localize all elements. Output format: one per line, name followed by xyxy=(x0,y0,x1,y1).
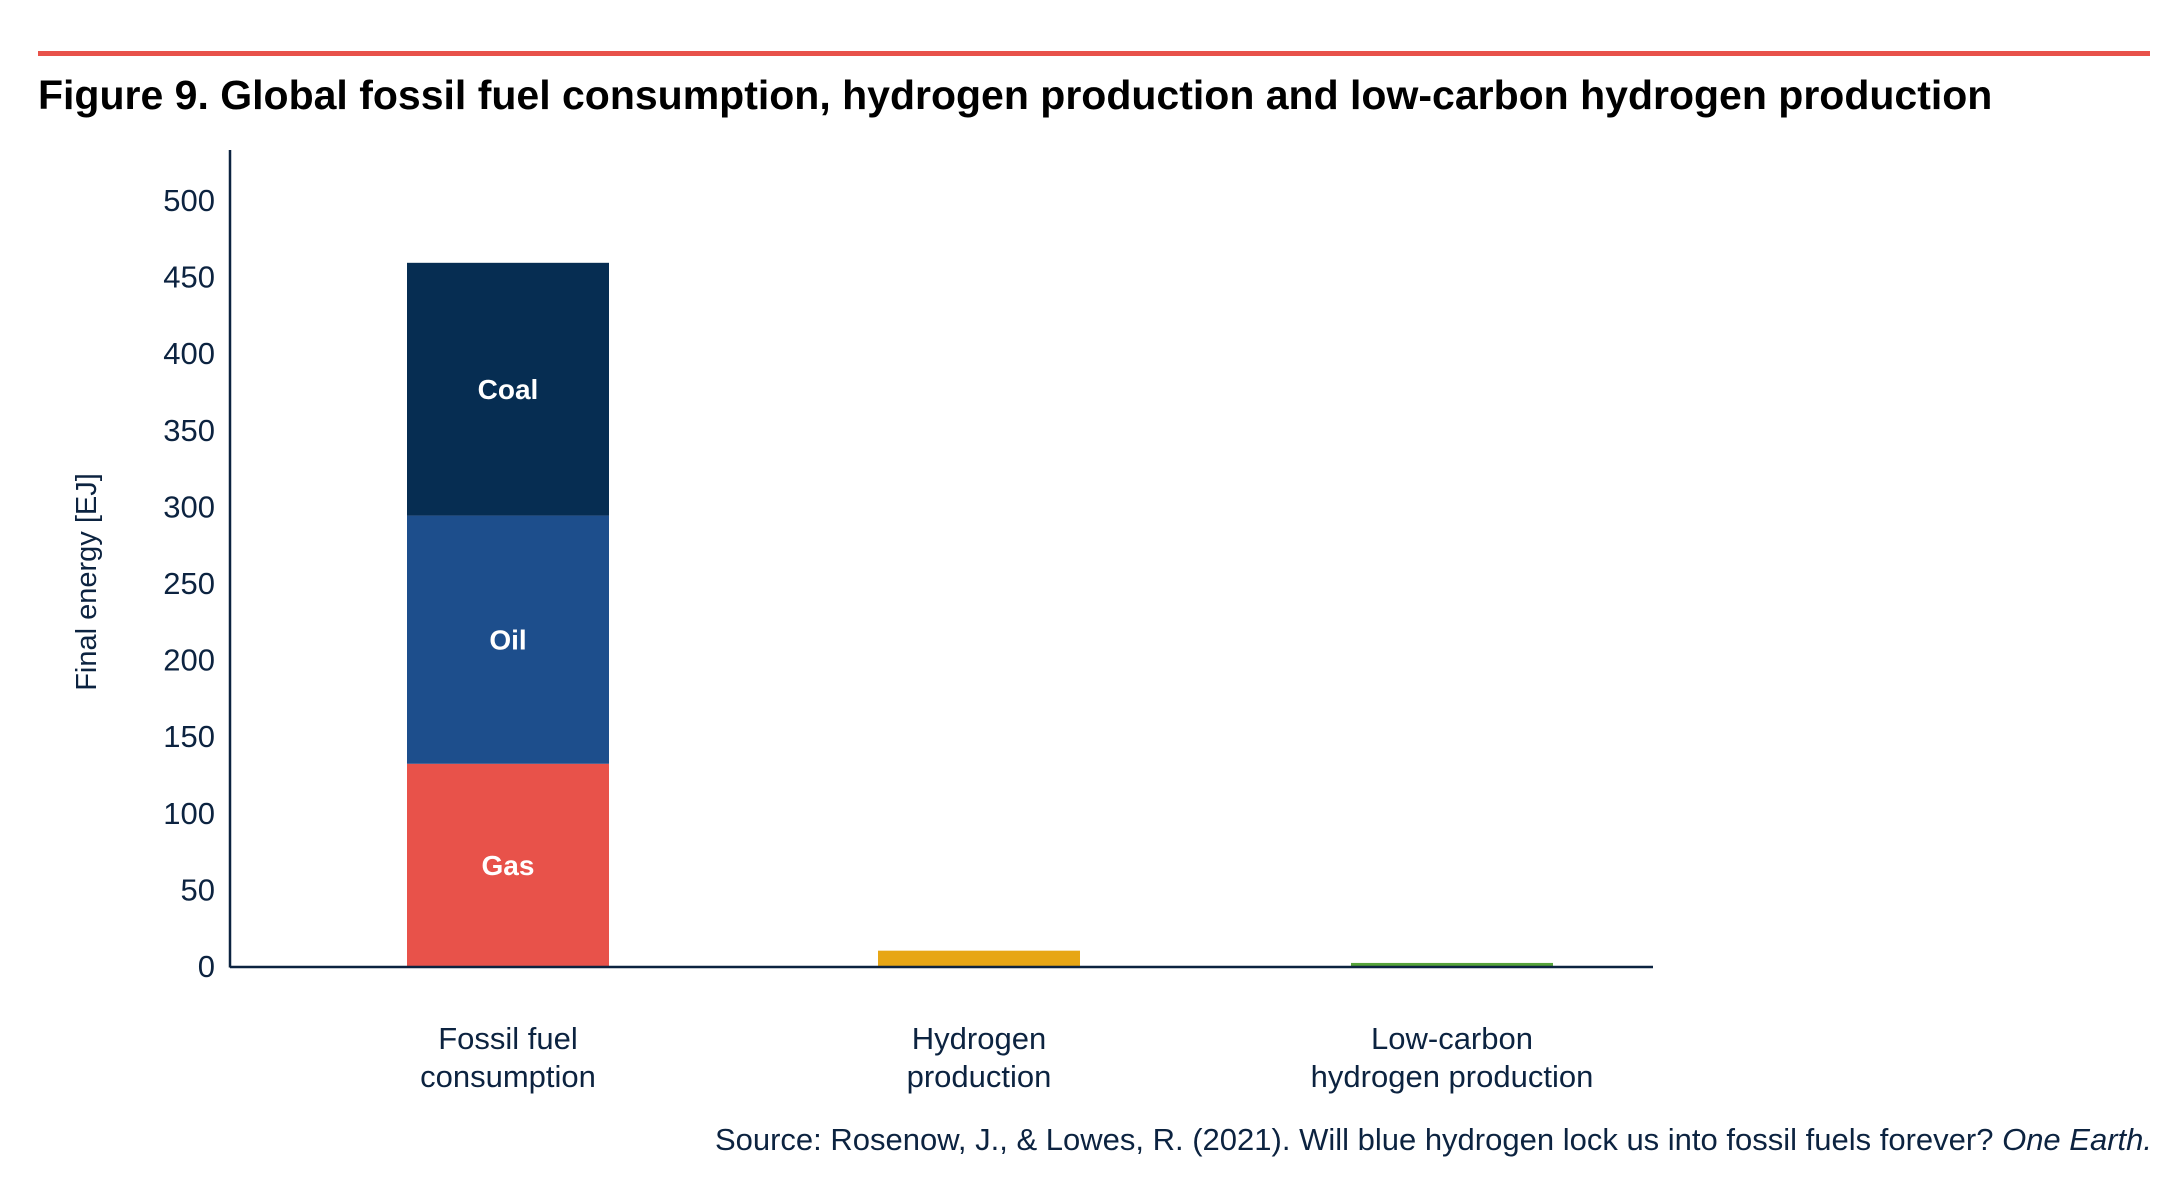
source-citation: Source: Rosenow, J., & Lowes, R. (2021).… xyxy=(715,1122,2152,1158)
bar-segment-gas xyxy=(407,763,609,966)
y-tick-label: 150 xyxy=(163,719,215,754)
bar-segment-hydrogen xyxy=(878,950,1080,966)
y-tick-label: 200 xyxy=(163,643,215,678)
y-axis-label: Final energy [EJ] xyxy=(71,473,103,691)
source-text: Source: Rosenow, J., & Lowes, R. (2021).… xyxy=(714,1122,1994,1157)
source-journal: One Earth. xyxy=(2002,1122,2152,1157)
y-tick-label: 250 xyxy=(163,566,215,601)
x-category-label: Fossil fuel consumption xyxy=(420,1021,596,1094)
bar-segment-oil xyxy=(407,515,609,764)
y-tick-label: 400 xyxy=(163,336,215,371)
bar-segment-coal xyxy=(407,262,609,516)
x-category-label: Low-carbon hydrogen production xyxy=(1311,1021,1594,1094)
y-tick-label: 350 xyxy=(163,413,215,448)
y-tick-label: 450 xyxy=(163,260,215,295)
y-tick-label: 0 xyxy=(198,949,215,984)
figure-title: Figure 9. Global fossil fuel consumption… xyxy=(38,72,1993,118)
y-tick-label: 300 xyxy=(163,489,215,524)
y-tick-label: 50 xyxy=(181,872,215,907)
y-tick-label: 500 xyxy=(163,183,215,218)
y-tick-label: 100 xyxy=(163,796,215,831)
x-category-label: Hydrogen production xyxy=(907,1021,1052,1094)
bar-segment-label: Gas xyxy=(482,850,535,881)
bar-segment-label: Oil xyxy=(489,625,526,656)
top-rule xyxy=(38,51,2150,56)
bar-segment-label: Coal xyxy=(478,374,539,405)
bar-segment-low-carbon-hydrogen xyxy=(1351,962,1553,966)
